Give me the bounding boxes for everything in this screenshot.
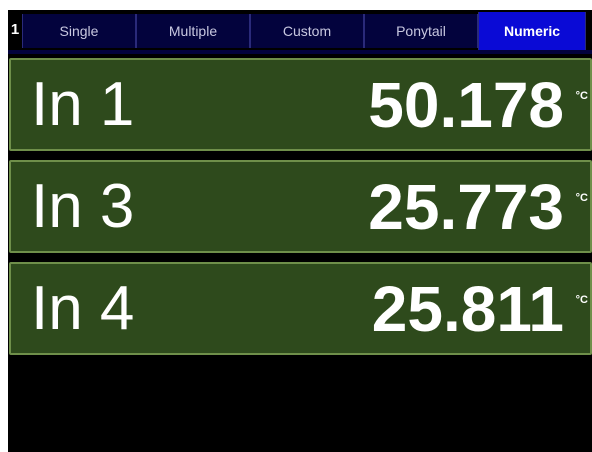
tab-underline xyxy=(8,50,592,54)
tab[interactable]: Ponytail xyxy=(364,14,478,48)
reading-panel: In 4 25.811 °C xyxy=(9,262,592,355)
tab-bar: 1 Single Multiple Custom Ponytail Numeric xyxy=(8,10,592,50)
channel-label: In 4 xyxy=(31,274,135,343)
tab[interactable]: Single xyxy=(22,14,136,48)
reading-panel: In 3 25.773 °C xyxy=(9,160,592,253)
screen-number: 1 xyxy=(10,21,20,38)
reading-value: 25.811 xyxy=(371,273,564,345)
channel-label: In 3 xyxy=(31,172,135,241)
reading-panel: In 1 50.178 °C xyxy=(9,58,592,151)
tab[interactable]: Multiple xyxy=(136,14,250,48)
reading-value: 50.178 xyxy=(368,69,564,141)
tab[interactable]: Custom xyxy=(250,14,364,48)
unit-label: °C xyxy=(575,192,588,204)
tab[interactable]: Numeric xyxy=(478,12,586,50)
channel-label: In 1 xyxy=(31,70,135,139)
unit-label: °C xyxy=(575,90,588,102)
device-screen: 1 Single Multiple Custom Ponytail Numeric In… xyxy=(8,10,592,452)
reading-value: 25.773 xyxy=(368,171,564,243)
unit-label: °C xyxy=(575,294,588,306)
